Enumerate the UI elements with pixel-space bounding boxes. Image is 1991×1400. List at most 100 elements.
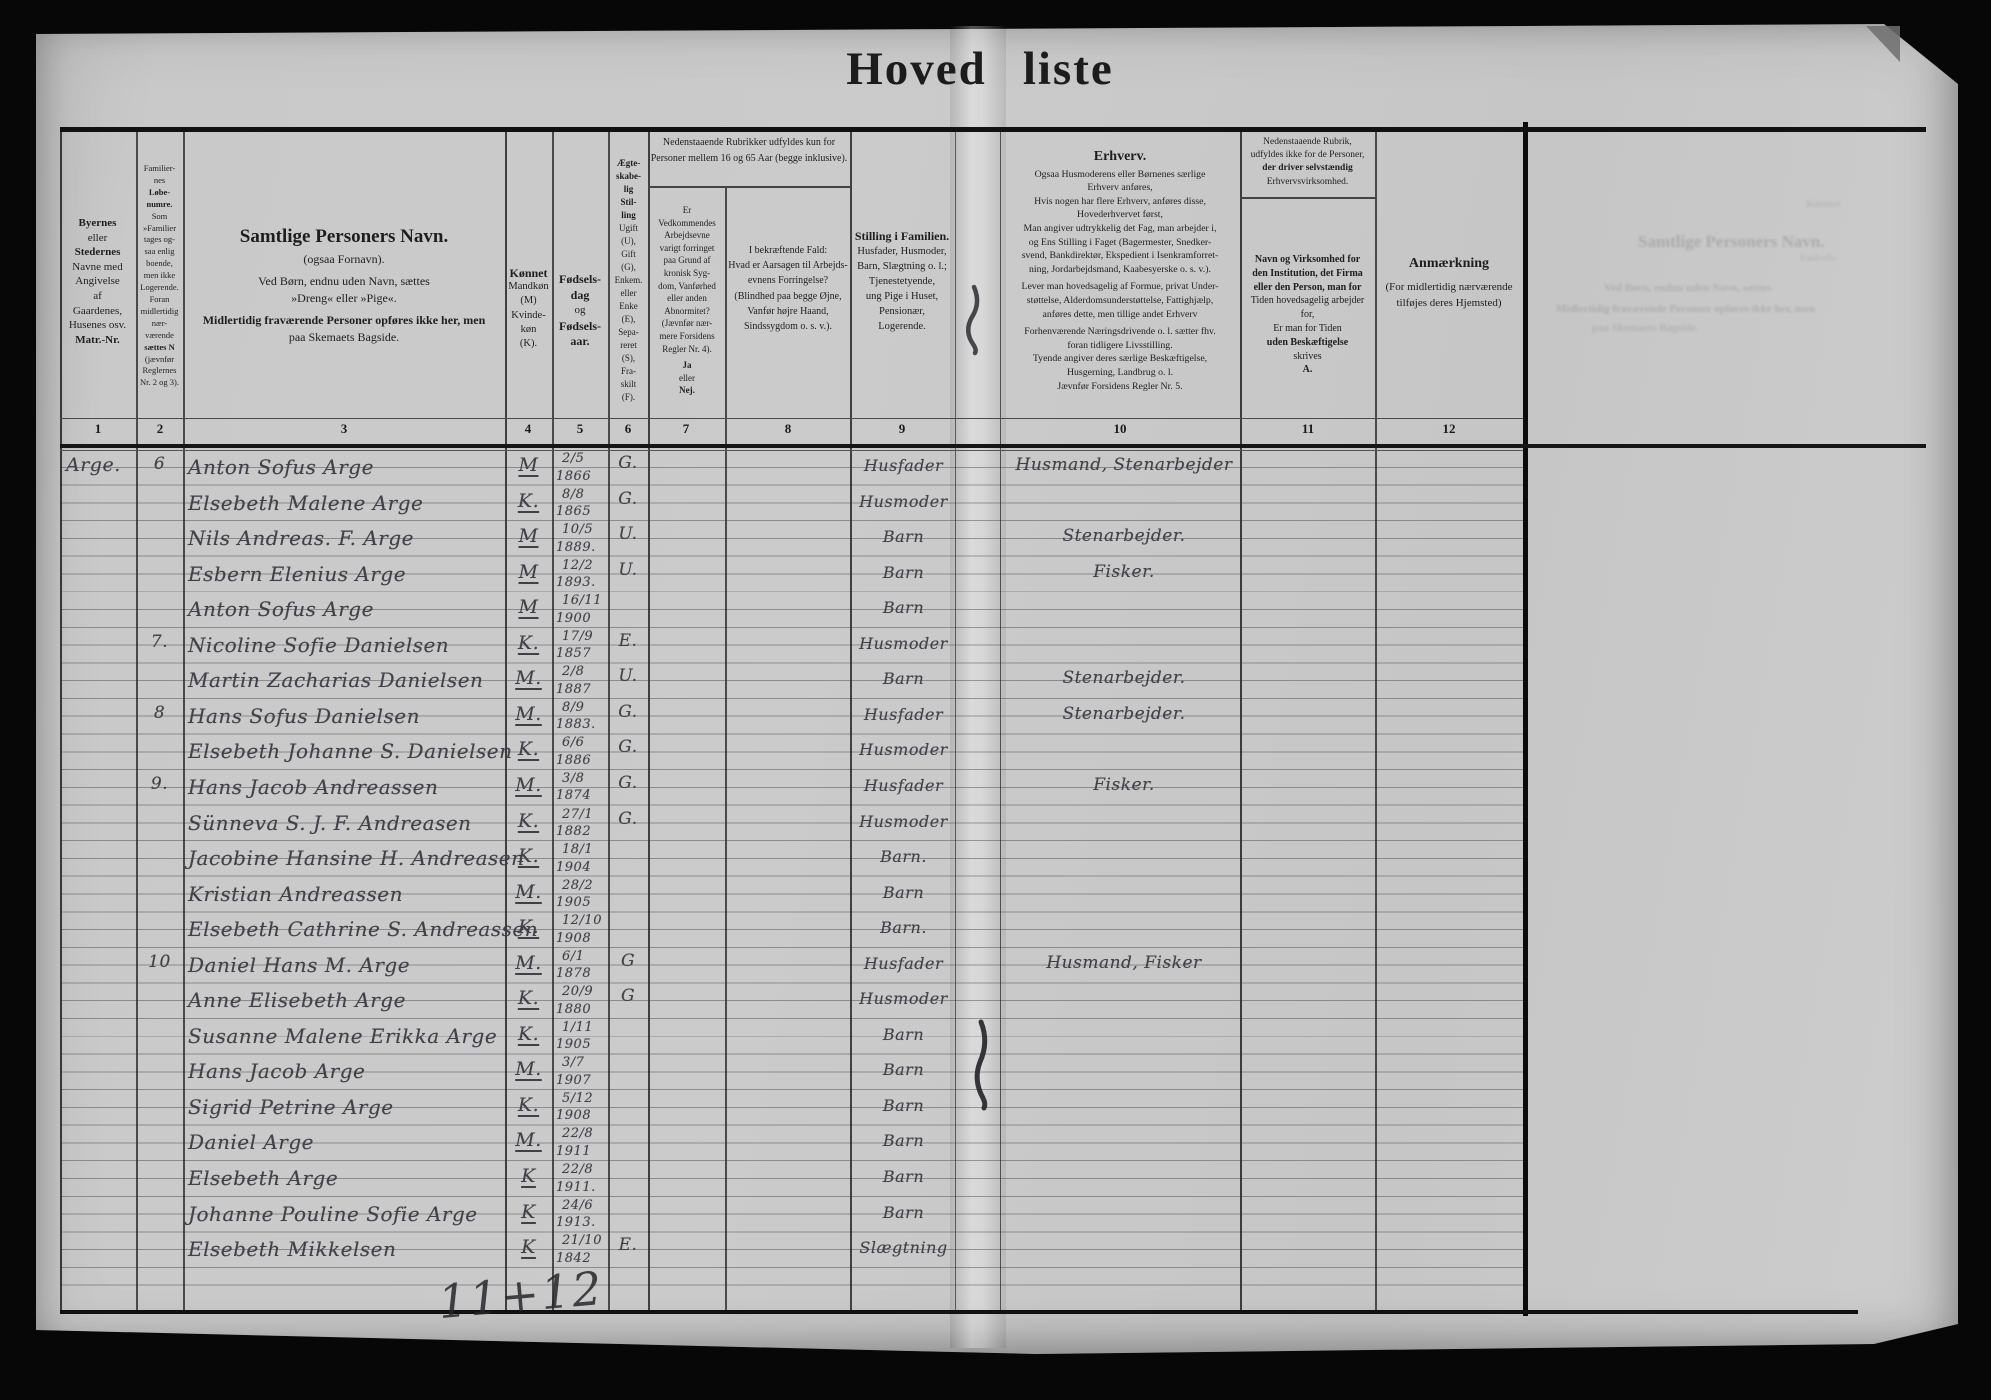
table-row: Anton Sofus Arge M 16/11 1900 Barn (0, 592, 1991, 628)
cell-birthdate: 18/1 1904 (556, 841, 608, 876)
grid-vline (552, 127, 554, 1312)
header-line: (G), (621, 262, 636, 272)
header-line: Lever man hovedsagelig af Formue, privat… (1021, 281, 1219, 293)
cell-sex: K (521, 1200, 536, 1223)
grid-hline (60, 1310, 1858, 1314)
cell-birthday: 6/6 (562, 735, 585, 751)
header-line: Vanfør højre Haand, (747, 305, 829, 317)
header-line: (For midlertidig nærværende (1385, 280, 1513, 293)
header-line: (M) (520, 295, 537, 307)
cell-family-position: Barn (882, 527, 925, 547)
table-row: Nils Andreas. F. Arge M 10/5 1889. U. Ba… (0, 521, 1991, 557)
cell-birthyear: 1883. (556, 717, 596, 733)
header-line: men ikke (143, 270, 176, 281)
cell-birthyear: 1886 (556, 752, 592, 768)
header-line: Enke (619, 301, 638, 311)
cell-birthyear: 1887 (556, 681, 592, 697)
header-line: Stedernes (74, 246, 121, 259)
column-number: 1 (94, 421, 102, 436)
cell-sex: K. (517, 916, 540, 939)
cell-birthday: 1/11 (562, 1019, 594, 1035)
cell-birthday: 28/2 (562, 877, 594, 893)
column-number: 2 (156, 421, 164, 436)
cell-sex: K. (517, 489, 540, 512)
table-row: 7. Nicoline Sofie Danielsen K. 17/9 1857… (0, 628, 1991, 664)
header-line: numre. (146, 198, 173, 209)
cell-sex: M. (515, 951, 542, 974)
cell-birthyear: 1907 (556, 1072, 592, 1088)
cell-birthyear: 1889. (556, 539, 596, 555)
header-line: kronisk Syg- (663, 267, 711, 278)
ghost-text: Fødsels- (1800, 252, 1839, 264)
header-line: Hvad er Aarsagen til Arbejds- (728, 260, 848, 272)
header-block-col5: Fødsels-dag og Fødsels-aar. (552, 272, 608, 350)
cell-birthyear: 1866 (556, 468, 592, 484)
cell-birthyear: 1905 (556, 1037, 592, 1053)
header-block-col11b: Navn og Virksomhed for den Institution, d… (1242, 253, 1373, 377)
header-line: sættes N (144, 341, 175, 352)
grid-hline (60, 444, 1926, 448)
header-line: Abnormitet? (664, 305, 710, 316)
header-line: foran tidligere Livsstilling. (1067, 339, 1173, 351)
header-line: Byernes (78, 217, 117, 229)
header-line: uden Beskæftigelse (1266, 336, 1349, 348)
cell-birthdate: 21/10 1842 (556, 1232, 608, 1267)
header-line: eller anden (667, 293, 707, 304)
cell-family-position: Barn. (880, 918, 927, 938)
cell-sex: M. (515, 1058, 542, 1081)
table-row: Arge. 6 Anton Sofus Arge M 2/5 1866 G. H… (0, 450, 1991, 486)
header-line: (U), (621, 236, 636, 246)
table-ruling-lines (60, 450, 1523, 1292)
cell-person-name: Elsebeth Cathrine S. Andreassen (188, 917, 539, 942)
table-row: Daniel Arge M. 22/8 1911 Barn (0, 1125, 1991, 1161)
header-line: Ogsaa Husmoderens eller Børnenes særlige (1034, 168, 1206, 180)
header-line: Tjenestetyende, (868, 276, 936, 287)
cell-person-name: Hans Jacob Andreassen (188, 774, 439, 799)
header-line: Nej. (679, 385, 695, 396)
page-corner-fold (1866, 26, 1900, 62)
header-line: Navn og Virksomhed for (1254, 254, 1361, 265)
cell-birthdate: 6/1 1878 (556, 948, 608, 983)
header-line: Nedenstaaende Rubrik, (1263, 137, 1352, 147)
cell-sex: M. (515, 1129, 542, 1152)
header-line: Fødsels- (559, 272, 601, 286)
cell-family-number: 10 (148, 951, 171, 972)
header-line: (S), (621, 353, 636, 363)
title-word-2: liste (1022, 43, 1114, 95)
cell-person-name: Johanne Pouline Sofie Arge (188, 1201, 478, 1226)
cell-birthdate: 22/8 1911. (556, 1161, 608, 1196)
cell-birthdate: 1/11 1905 (556, 1019, 608, 1054)
cell-birthyear: 1882 (556, 824, 592, 839)
column-number: 8 (784, 421, 792, 436)
ghost-text: Kønnet (1806, 198, 1841, 210)
cell-marital-status: E. (618, 1235, 638, 1256)
cell-birthday: 22/8 (562, 1162, 594, 1177)
header-line: Matr.-Nr. (75, 333, 120, 346)
cell-sex: M. (515, 667, 542, 690)
header-line: svend, Bankdirektør, Ekspedient i Isenkr… (1021, 250, 1219, 262)
header-line: Erhverv anføres, (1087, 182, 1153, 194)
grid-vline (183, 127, 185, 1312)
cell-birthday: 21/10 (562, 1233, 602, 1249)
cell-birthyear: 1900 (556, 610, 592, 626)
header-line: nær- (151, 317, 168, 328)
grid-vline (1375, 127, 1377, 1312)
header-block-col3: Samtlige Personers Navn. (ogsaa Fornavn).… (185, 227, 503, 345)
header-line: Tiden hovedsagelig arbejder (1250, 295, 1365, 307)
header-line: Ved Børn, endnu uden Navn, sættes (258, 274, 430, 288)
cell-person-name: Daniel Arge (188, 1130, 314, 1155)
cell-family-position: Barn (882, 1167, 925, 1186)
cell-marital-status: U. (618, 666, 638, 687)
header-line: Erhverv. (1093, 149, 1147, 164)
cell-sex: K (521, 1165, 536, 1187)
header-block-col11a: Nedenstaaende Rubrik, udfyldes ikke for d… (1242, 136, 1373, 189)
header-line: varigt forringet (659, 242, 715, 253)
header-line: tilføjes deres Hjemsted) (1396, 297, 1502, 309)
cell-birthyear: 1911 (556, 1143, 592, 1159)
cell-sex: M. (515, 773, 542, 796)
header-line: Som (151, 210, 168, 221)
cell-birthdate: 10/5 1889. (556, 521, 608, 556)
cell-birthyear: 1904 (556, 859, 592, 875)
cell-family-position: Barn (882, 1095, 925, 1115)
